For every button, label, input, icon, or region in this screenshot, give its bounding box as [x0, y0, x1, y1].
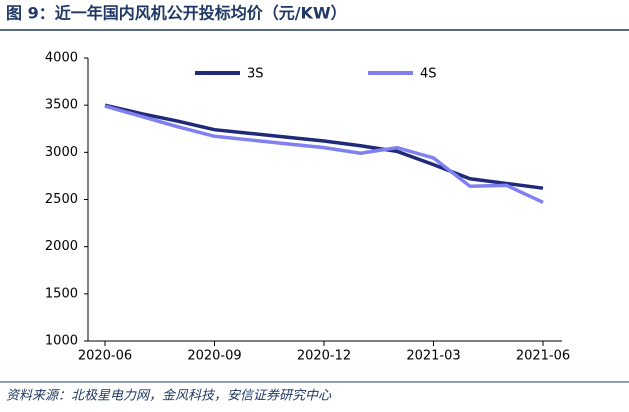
- y-tick-label: 1500: [45, 286, 78, 301]
- x-tick-label: 2020-12: [297, 349, 351, 364]
- x-tick-label: 2021-06: [516, 349, 570, 364]
- chart-title: 图 9：近一年国内风机公开投标均价（元/KW）: [6, 4, 347, 23]
- source: 资料来源：北极星电力网，金风科技，安信证券研究中心: [6, 388, 332, 404]
- x-tick-label: 2020-06: [78, 349, 132, 364]
- y-tick-label: 1000: [45, 334, 78, 349]
- y-tick-label: 4000: [45, 51, 78, 66]
- legend-label: 4S: [420, 67, 437, 82]
- y-tick-label: 3000: [45, 145, 78, 160]
- x-tick-label: 2021-03: [406, 349, 460, 364]
- legend-label: 3S: [247, 67, 264, 82]
- y-tick-label: 3500: [45, 98, 78, 113]
- y-tick-label: 2500: [45, 192, 78, 207]
- x-tick-label: 2020-09: [187, 349, 241, 364]
- series-line: [104, 103, 544, 190]
- y-tick-label: 2000: [45, 239, 78, 254]
- series-line: [104, 104, 544, 204]
